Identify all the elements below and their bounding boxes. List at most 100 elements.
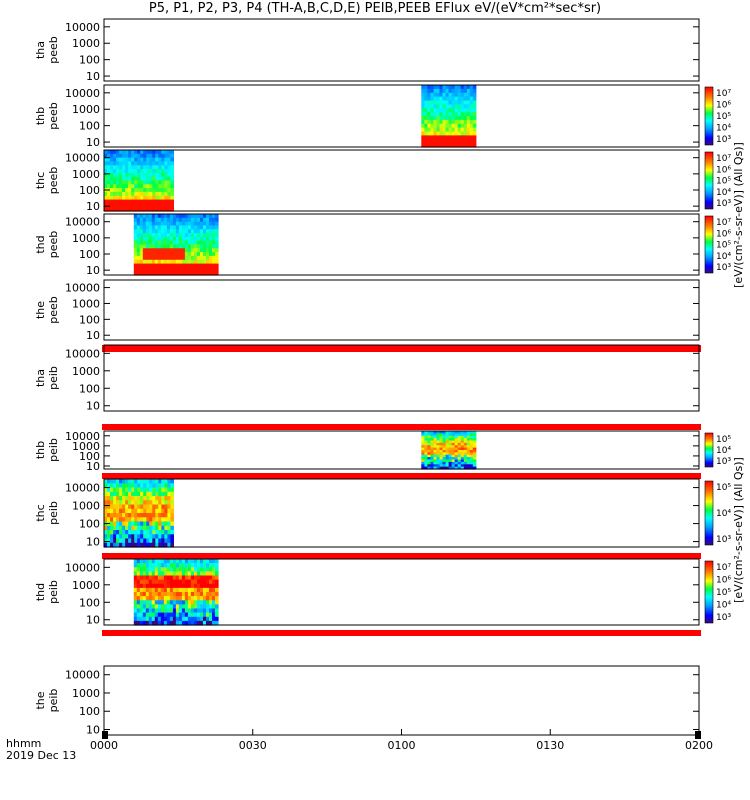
heatmap-cell xyxy=(155,176,159,182)
heatmap-cell xyxy=(157,240,162,246)
heatmap-cell xyxy=(163,271,168,276)
heatmap-cell xyxy=(157,604,162,610)
heatmap-cell xyxy=(166,604,171,610)
heatmap-cell xyxy=(439,442,444,446)
heatmap-cell xyxy=(149,191,153,197)
heatmap-cell xyxy=(203,600,207,605)
panel-label-probe: tha xyxy=(34,369,47,387)
heatmap-cell xyxy=(139,271,144,276)
heatmap-cell xyxy=(110,199,114,204)
heatmap-cell xyxy=(140,525,144,531)
heatmap-cell xyxy=(137,195,141,201)
heatmap-cell xyxy=(466,104,471,109)
heatmap-cell xyxy=(209,214,213,219)
heatmap-cell xyxy=(200,259,204,265)
y-tick-label: 10 xyxy=(86,724,100,737)
heatmap-cell xyxy=(116,479,120,484)
heatmap-cell xyxy=(212,559,216,564)
heatmap-cell xyxy=(157,233,162,238)
heatmap-cell xyxy=(125,496,129,501)
heatmap-cell xyxy=(136,596,141,601)
heatmap-cell xyxy=(209,608,213,614)
heatmap-cell xyxy=(169,263,174,268)
heatmap-cell xyxy=(140,150,144,155)
heatmap-cell xyxy=(466,440,471,444)
heatmap-cell xyxy=(212,583,216,589)
heatmap-cell xyxy=(203,229,207,234)
heatmap-cell xyxy=(149,521,153,527)
heatmap-cell xyxy=(134,496,138,501)
heatmap-cell xyxy=(212,236,216,242)
heatmap-cell xyxy=(175,604,180,610)
heatmap-cell xyxy=(427,119,431,125)
heatmap-cell xyxy=(184,612,189,618)
heatmap-cell xyxy=(460,466,465,470)
heatmap-cell xyxy=(170,172,174,178)
heatmap-cell xyxy=(203,616,207,622)
heatmap-cell xyxy=(169,248,174,253)
heatmap-cell xyxy=(194,225,198,230)
heatmap-cell xyxy=(466,116,471,121)
heatmap-cell xyxy=(137,172,141,178)
heatmap-cell xyxy=(187,592,192,597)
heatmap-cell xyxy=(184,225,189,230)
heatmap-cell xyxy=(178,244,183,249)
heatmap-cell xyxy=(136,214,141,219)
heatmap-cell xyxy=(146,491,150,497)
heatmap-cell xyxy=(158,169,162,174)
heatmap-cell xyxy=(445,435,450,439)
heatmap-cell xyxy=(215,612,219,618)
heatmap-cell xyxy=(154,592,159,597)
heatmap-cell xyxy=(146,525,150,531)
heatmap-cell xyxy=(142,214,147,219)
heatmap-cell xyxy=(209,244,213,249)
heatmap-cell xyxy=(166,259,171,265)
heatmap-cell xyxy=(137,150,141,155)
heatmap-cell xyxy=(427,88,431,94)
heatmap-cell xyxy=(445,457,450,461)
heatmap-cell xyxy=(128,188,132,193)
heatmap-cell xyxy=(151,600,156,605)
heatmap-cell xyxy=(209,575,213,581)
heatmap-cell xyxy=(161,487,165,493)
heatmap-cell xyxy=(116,513,120,518)
heatmap-cell xyxy=(451,440,456,444)
heatmap-cell xyxy=(139,229,144,234)
heatmap-cell xyxy=(128,479,132,484)
colorbar-tick-label: 10⁷ xyxy=(716,563,731,573)
panel-label-probe: thd xyxy=(34,583,47,601)
heatmap-cell xyxy=(424,447,428,451)
heatmap-cell xyxy=(116,176,120,182)
heatmap-cell xyxy=(209,616,213,622)
y-tick-label: 10 xyxy=(86,460,100,473)
heatmap-cell xyxy=(463,450,468,453)
heatmap-cell xyxy=(184,233,189,238)
heatmap-cell xyxy=(164,513,168,518)
heatmap-cell xyxy=(472,438,477,442)
heatmap-cell xyxy=(128,169,132,174)
heatmap-cell xyxy=(133,225,138,230)
heatmap-cell xyxy=(137,479,141,484)
heatmap-cell xyxy=(178,616,183,622)
heatmap-cell xyxy=(140,195,144,201)
heatmap-cell xyxy=(146,538,150,544)
colorbar-gradient xyxy=(704,86,714,146)
heatmap-cell xyxy=(472,440,477,444)
heatmap-cell xyxy=(172,217,177,223)
heatmap-cell xyxy=(194,236,198,242)
heatmap-cell xyxy=(454,139,459,144)
heatmap-cell xyxy=(212,575,216,581)
heatmap-cell xyxy=(451,466,456,470)
heatmap-cell xyxy=(110,180,114,185)
heatmap-cell xyxy=(143,169,147,174)
heatmap-cell xyxy=(158,513,162,518)
heatmap-cell xyxy=(116,153,120,159)
heatmap-cell xyxy=(110,521,114,527)
heatmap-cell xyxy=(175,236,180,242)
heatmap-cell xyxy=(161,508,165,514)
heatmap-cell xyxy=(146,534,150,540)
heatmap-cell xyxy=(457,139,462,144)
heatmap-cell xyxy=(187,583,192,589)
heatmap-cell xyxy=(436,440,441,444)
heatmap-cell xyxy=(181,567,186,572)
